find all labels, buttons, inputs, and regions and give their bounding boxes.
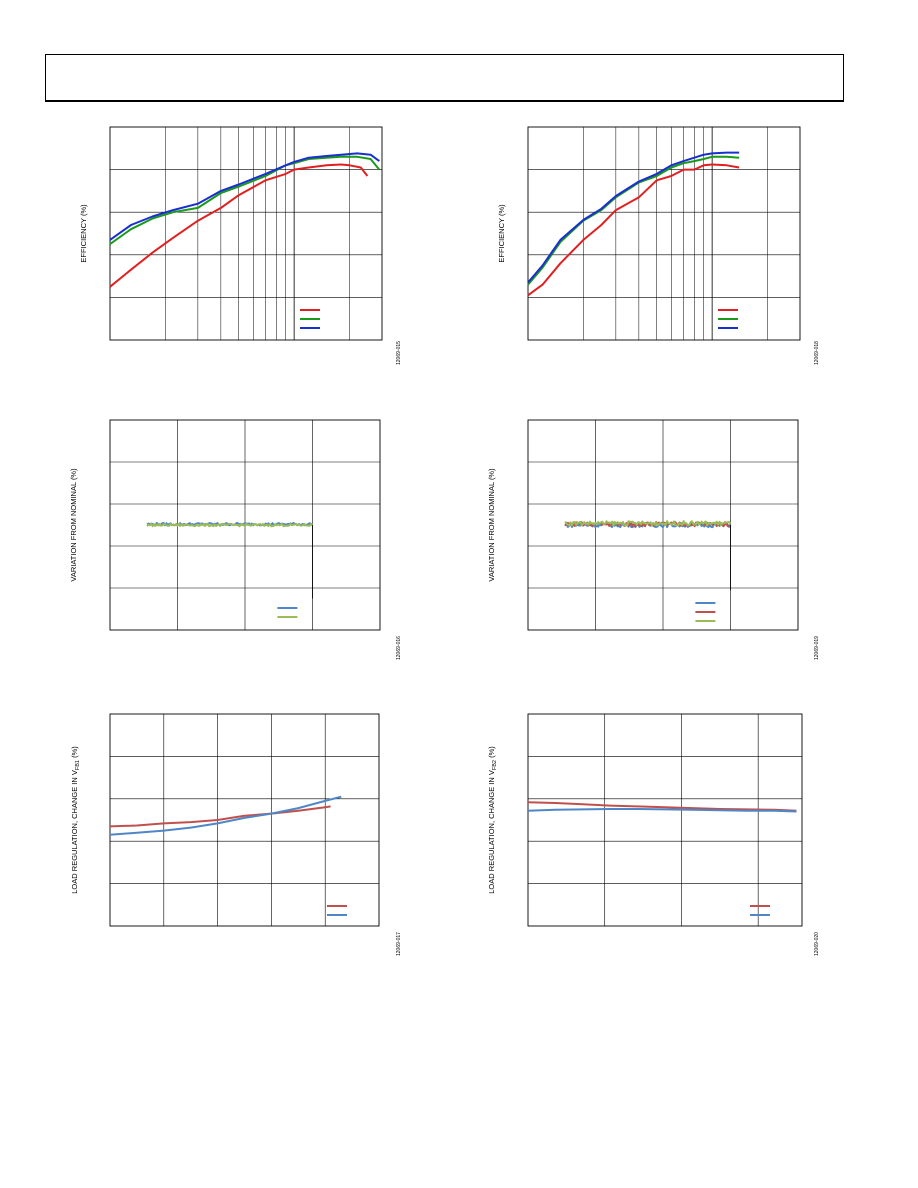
figure-id: 12069-015	[396, 341, 402, 365]
load-regulation-chart-left: LOAD REGULATION, CHANGE IN VFB1 (%) 12069…	[55, 708, 412, 968]
series-line-1	[109, 805, 331, 828]
plot-frame	[527, 419, 799, 631]
load-regulation-chart-right-svg: LOAD REGULATION, CHANGE IN VFB2 (%) 12069…	[487, 713, 820, 956]
y-axis-label-unit: (%)	[487, 746, 496, 760]
series-line-3	[527, 151, 740, 284]
efficiency-chart-left: EFFICIENCY (%) 12069-015	[72, 120, 412, 380]
efficiency-chart-right: EFFICIENCY (%) 12069-018	[490, 120, 830, 380]
legend	[718, 309, 738, 329]
figure-id: 12069-016	[396, 636, 402, 660]
legend	[695, 602, 716, 622]
legend	[327, 905, 347, 916]
series-line-2	[527, 808, 797, 813]
chart-grid	[110, 127, 382, 340]
series-line-2	[109, 795, 342, 836]
load-regulation-chart-left-svg: LOAD REGULATION, CHANGE IN VFB1 (%) 12069…	[70, 713, 402, 956]
plot-frame	[109, 713, 380, 927]
y-axis-label-subscript: FB2	[492, 760, 498, 770]
legend	[750, 905, 770, 916]
variation-chart-left: VARIATION FROM NOMINAL (%) 12069-016	[60, 415, 412, 675]
figure-id: 12069-020	[814, 932, 820, 956]
series-line-1	[527, 163, 740, 297]
plot-frame	[527, 713, 803, 927]
efficiency-chart-right-svg: EFFICIENCY (%) 12069-018	[497, 126, 820, 365]
variation-chart-right-svg: VARIATION FROM NOMINAL (%) 12069-019	[487, 419, 820, 660]
series-line-3	[109, 152, 380, 241]
series-line-2	[146, 522, 314, 528]
y-axis-label: EFFICIENCY (%)	[497, 204, 506, 263]
legend	[300, 309, 320, 329]
y-axis-label-subscript: FB1	[75, 760, 81, 770]
y-axis-label: VARIATION FROM NOMINAL (%)	[69, 468, 78, 582]
figure-id: 12069-017	[396, 932, 402, 956]
variation-chart-right: VARIATION FROM NOMINAL (%) 12069-019	[478, 415, 830, 675]
series-line-1	[109, 163, 369, 288]
legend	[277, 607, 298, 618]
efficiency-chart-left-svg: EFFICIENCY (%) 12069-015	[79, 126, 402, 365]
y-axis-label: EFFICIENCY (%)	[79, 204, 88, 263]
load-regulation-chart-right: LOAD REGULATION, CHANGE IN VFB2 (%) 12069…	[474, 708, 830, 968]
plot-frame	[109, 126, 383, 341]
chart-grid	[528, 127, 800, 340]
plot-frame	[109, 419, 381, 631]
y-axis-label-main: LOAD REGULATION, CHANGE IN V	[70, 770, 79, 894]
plot-frame	[527, 126, 801, 341]
y-axis-label: LOAD REGULATION, CHANGE IN VFB2 (%)	[487, 746, 498, 894]
y-axis-label: VARIATION FROM NOMINAL (%)	[487, 468, 496, 582]
page-header-box	[45, 54, 844, 102]
series-line-2	[527, 155, 740, 286]
series-line-1	[527, 801, 797, 812]
y-axis-label-unit: (%)	[70, 746, 79, 760]
y-axis-label-main: LOAD REGULATION, CHANGE IN V	[487, 770, 496, 894]
y-axis-label: LOAD REGULATION, CHANGE IN VFB1 (%)	[70, 746, 81, 894]
figure-id: 12069-019	[814, 636, 820, 660]
series-line-3	[564, 520, 732, 527]
figure-id: 12069-018	[814, 341, 820, 365]
chart-grid	[110, 714, 379, 926]
variation-chart-left-svg: VARIATION FROM NOMINAL (%) 12069-016	[69, 419, 402, 660]
chart-grid	[528, 714, 802, 926]
